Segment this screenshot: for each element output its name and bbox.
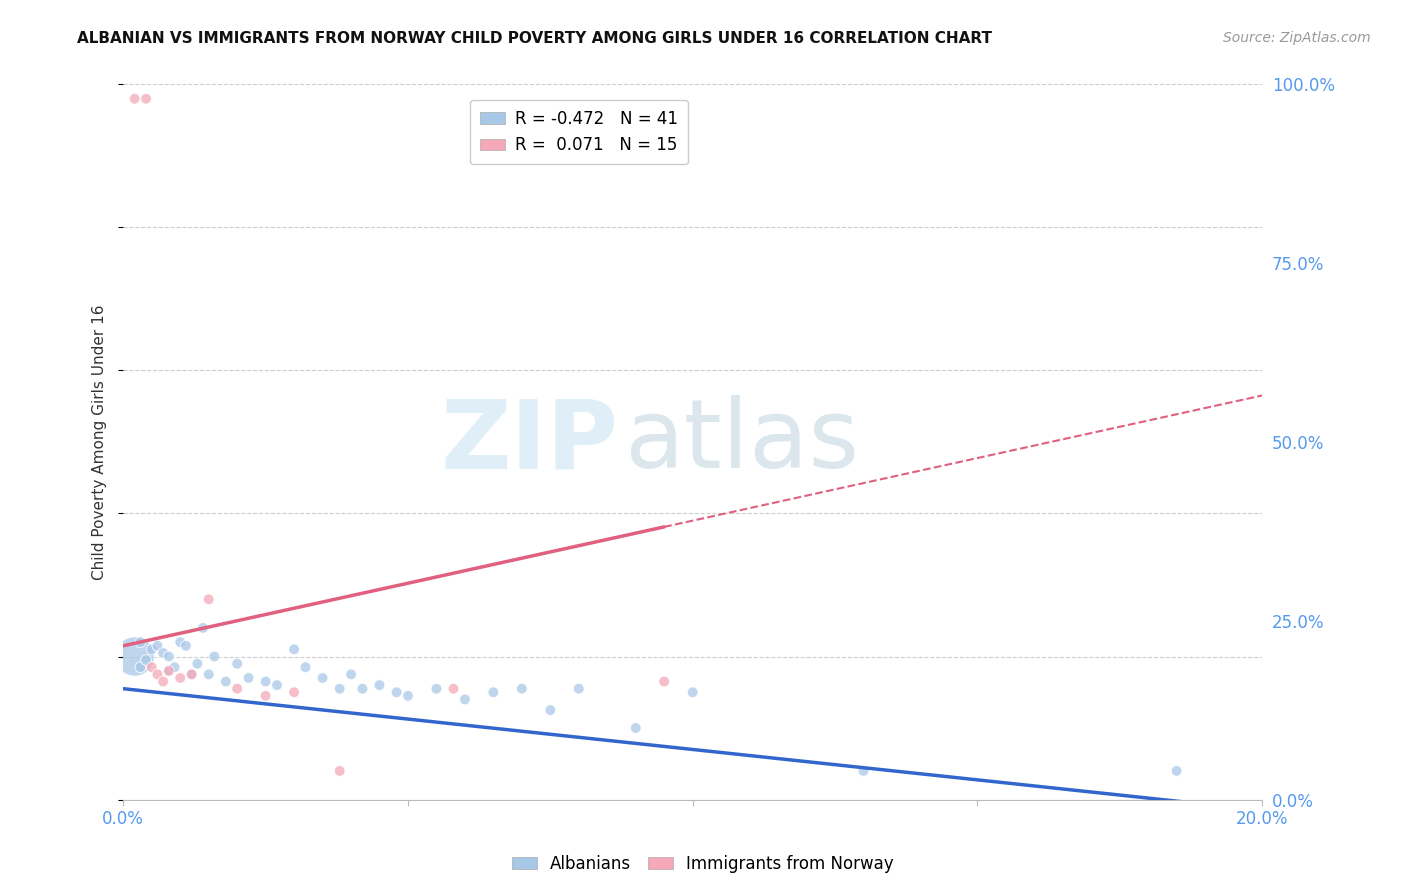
Point [163, 660, 186, 674]
Point [329, 681, 352, 696]
Point [443, 681, 465, 696]
Point [157, 664, 180, 678]
Y-axis label: Child Poverty Among Girls Under 16: Child Poverty Among Girls Under 16 [93, 304, 107, 580]
Point [215, 674, 238, 689]
Point [141, 660, 163, 674]
Point [152, 646, 174, 660]
Point [180, 667, 202, 681]
Point [329, 764, 352, 778]
Point [146, 667, 169, 681]
Point [141, 642, 163, 657]
Point [191, 621, 214, 635]
Point [568, 681, 591, 696]
Text: atlas: atlas [624, 395, 859, 489]
Point [124, 92, 146, 106]
Point [852, 764, 875, 778]
Point [538, 703, 561, 717]
Point [385, 685, 408, 699]
Point [157, 649, 180, 664]
Point [311, 671, 333, 685]
Point [624, 721, 647, 735]
Point [283, 685, 305, 699]
Point [226, 681, 249, 696]
Point [396, 689, 419, 703]
Legend: R = -0.472   N = 41, R =  0.071   N = 15: R = -0.472 N = 41, R = 0.071 N = 15 [470, 100, 688, 164]
Point [129, 635, 152, 649]
Point [454, 692, 477, 706]
Point [124, 649, 146, 664]
Point [174, 639, 197, 653]
Text: ALBANIAN VS IMMIGRANTS FROM NORWAY CHILD POVERTY AMONG GIRLS UNDER 16 CORRELATIO: ALBANIAN VS IMMIGRANTS FROM NORWAY CHILD… [77, 31, 993, 46]
Point [283, 642, 305, 657]
Point [352, 681, 374, 696]
Text: ZIP: ZIP [440, 395, 619, 489]
Point [157, 664, 180, 678]
Point [682, 685, 704, 699]
Point [294, 660, 316, 674]
Legend: Albanians, Immigrants from Norway: Albanians, Immigrants from Norway [505, 848, 901, 880]
Point [152, 674, 174, 689]
Text: Source: ZipAtlas.com: Source: ZipAtlas.com [1223, 31, 1371, 45]
Point [146, 639, 169, 653]
Point [510, 681, 533, 696]
Point [652, 674, 675, 689]
Point [135, 92, 157, 106]
Point [226, 657, 249, 671]
Point [169, 671, 191, 685]
Point [169, 635, 191, 649]
Point [340, 667, 363, 681]
Point [482, 685, 505, 699]
Point [135, 653, 157, 667]
Point [197, 667, 219, 681]
Point [254, 674, 277, 689]
Point [197, 592, 219, 607]
Point [238, 671, 260, 685]
Point [180, 667, 202, 681]
Point [368, 678, 391, 692]
Point [129, 660, 152, 674]
Point [266, 678, 288, 692]
Point [1166, 764, 1188, 778]
Point [425, 681, 447, 696]
Point [202, 649, 225, 664]
Point [254, 689, 277, 703]
Point [186, 657, 208, 671]
